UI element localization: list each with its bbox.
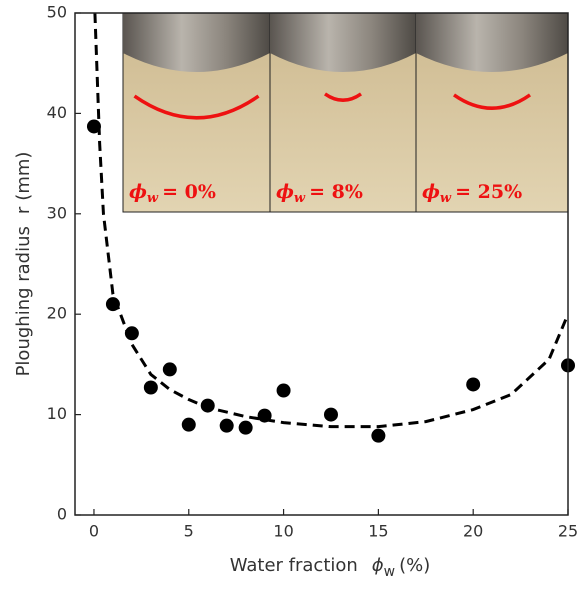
x-tick-label: 5 xyxy=(184,522,194,541)
bowl xyxy=(123,13,270,72)
inset-subscript: w xyxy=(147,191,159,206)
x-tick-label: 20 xyxy=(463,522,483,541)
x-axis-label: Water fraction ϕw (%) xyxy=(230,555,431,580)
y-tick-label: 40 xyxy=(47,103,67,122)
data-point xyxy=(276,383,291,398)
inset-text: = 0% xyxy=(162,181,216,203)
inset-text: = 25% xyxy=(455,181,522,203)
plot-frame xyxy=(74,12,569,516)
x-tick-label: 25 xyxy=(558,522,578,541)
x-label-text: Water fraction xyxy=(230,555,358,576)
inset-symbol: ϕ xyxy=(422,181,440,203)
y-tick-label: 20 xyxy=(47,304,67,323)
bowl xyxy=(416,13,568,72)
inset-subscript: w xyxy=(294,191,306,206)
fit-line xyxy=(93,12,570,429)
inset-label: ϕw = 0% xyxy=(129,181,216,206)
x-tick-label: 10 xyxy=(273,522,293,541)
inset-panel: ϕw = 25% xyxy=(415,12,569,213)
data-point xyxy=(86,119,101,134)
data-point xyxy=(371,428,386,443)
data-point xyxy=(219,418,234,433)
plot: 0 5 10 15 20 25 0 10 20 30 40 50 xyxy=(47,3,579,541)
y-tick-label: 50 xyxy=(47,3,67,22)
data-point xyxy=(466,377,481,392)
plough-arc xyxy=(133,94,260,120)
plough-arc xyxy=(323,92,363,102)
bowl xyxy=(270,13,416,72)
x-label-symbol: ϕ xyxy=(372,555,384,576)
inset-panel: ϕw = 0% xyxy=(122,12,271,213)
inset-subscript: w xyxy=(440,191,452,206)
inset-symbol: ϕ xyxy=(129,181,147,203)
inset-symbol: ϕ xyxy=(276,181,294,203)
data-point xyxy=(162,362,177,377)
y-tick-label: 0 xyxy=(57,505,67,524)
inset-text: = 8% xyxy=(309,181,363,203)
y-axis-label: Ploughing radius r (mm) xyxy=(13,152,34,377)
data-point xyxy=(238,420,253,435)
insets: ϕw = 0% ϕw = 8% ϕw = 25% xyxy=(122,12,569,213)
y-label-symbol: r xyxy=(13,206,34,214)
inset-panel: ϕw = 8% xyxy=(269,12,417,213)
y-label-unit: (mm) xyxy=(13,152,34,201)
data-point xyxy=(143,380,158,395)
x-label-subscript: w xyxy=(384,564,395,580)
y-tick-label: 10 xyxy=(47,404,67,423)
y-label-text: Ploughing radius xyxy=(13,226,34,376)
x-tick-label: 15 xyxy=(368,522,388,541)
inset-label: ϕw = 8% xyxy=(276,181,363,206)
data-point xyxy=(181,417,196,432)
x-label-unit: (%) xyxy=(399,555,430,576)
plough-arc xyxy=(452,93,532,110)
y-tick-label: 30 xyxy=(47,203,67,222)
x-tick-label: 0 xyxy=(89,522,99,541)
data-point xyxy=(323,407,338,422)
inset-label: ϕw = 25% xyxy=(422,181,522,206)
